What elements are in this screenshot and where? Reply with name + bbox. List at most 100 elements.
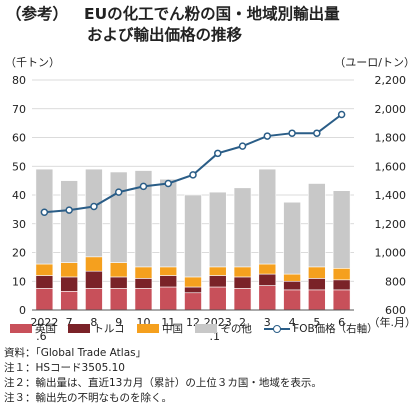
y-tick-left: 50 [12, 160, 26, 173]
bar-segment-1-6 [184, 286, 202, 294]
bar-segment-3-4 [134, 170, 153, 268]
bar-segment-3-1 [60, 180, 78, 263]
bar-segment-2-5 [159, 266, 178, 276]
fob-point-10 [288, 129, 296, 137]
fob-point-1 [65, 206, 73, 214]
legend-swatch-uk [10, 324, 32, 333]
x-tick-label: 4 [289, 316, 296, 329]
bar-segment-2-8 [233, 266, 252, 278]
note-3: 注３：輸出先の不明なものを除く。 [4, 392, 172, 404]
y-axis-right-unit: （ユーロ/トン） [334, 56, 415, 69]
bar-segment-3-7 [208, 191, 227, 268]
title-tag: （参考） [6, 5, 69, 23]
y-tick-left: 80 [12, 74, 26, 87]
x-tick-sublabel: .6 [36, 330, 47, 342]
chart-title: （参考） EUの化工でん粉の国・地域別輸出量 および輸出価格の推移 [6, 4, 416, 46]
bar-segment-1-10 [283, 280, 301, 291]
bar-segment-1-3 [109, 276, 128, 289]
bar-segment-3-10 [283, 201, 301, 275]
note-source: 資料：「Global Trade Atlas」 [4, 347, 147, 359]
title-line2: および輸出価格の推移 [87, 26, 243, 44]
bar-segment-2-9 [258, 263, 277, 275]
legend-label-china: 中国 [161, 323, 183, 335]
y-tick-left: 30 [12, 218, 26, 231]
legend-item-other: その他 [195, 321, 252, 336]
bar-segment-0-12 [332, 289, 351, 311]
bar-segment-1-5 [159, 275, 178, 288]
fob-point-6 [189, 171, 197, 179]
bar-segment-1-8 [233, 276, 252, 289]
bar-segment-0-1 [60, 291, 78, 311]
bar-segment-1-1 [60, 276, 78, 292]
legend-item-uk: 英国 [10, 321, 56, 336]
fob-point-2 [90, 202, 98, 211]
x-tick-label: 9 [115, 316, 122, 329]
fob-point-4 [139, 182, 148, 191]
fob-point-8 [238, 142, 247, 150]
fob-point-3 [114, 188, 123, 196]
y-tick-right: 1,400 [375, 189, 407, 202]
bar-segment-0-2 [85, 288, 103, 311]
bar-segment-3-5 [159, 178, 178, 268]
y-tick-right: 1,800 [375, 132, 407, 145]
fob-point-12 [337, 110, 346, 119]
bar-segment-2-0 [35, 263, 54, 276]
bar-segment-0-3 [109, 288, 128, 311]
fob-point-7 [214, 149, 222, 158]
y-tick-right: 1,000 [375, 247, 407, 260]
legend-swatch-other [195, 324, 218, 333]
bar-segment-1-0 [35, 275, 54, 289]
bar-segment-3-2 [85, 168, 103, 258]
x-tick-label: 7 [66, 316, 73, 329]
bar-segment-3-11 [308, 183, 326, 268]
legend-label-other: その他 [220, 323, 252, 335]
bar-segment-0-5 [159, 286, 178, 311]
bar-segment-0-9 [258, 285, 277, 311]
legend-label-uk: 英国 [35, 323, 56, 335]
bar-segment-1-2 [85, 270, 103, 289]
legend-swatch-china [136, 324, 159, 333]
bar-segment-3-12 [332, 190, 351, 269]
bar-segment-1-9 [258, 273, 277, 286]
y-tick-right: 2,000 [375, 103, 407, 116]
note-1: 注１：HSコード3505.10 [4, 362, 125, 374]
bar-segment-2-4 [134, 266, 153, 279]
bar-segment-3-0 [35, 168, 54, 265]
bar-segment-2-7 [208, 266, 227, 276]
y-axis-left-unit: （千トン） [5, 56, 60, 69]
x-tick-label: 2022 [30, 316, 58, 329]
bar-segment-0-10 [283, 289, 301, 311]
bar-segment-0-6 [184, 292, 202, 311]
bar-segment-0-0 [35, 288, 54, 311]
notes: 資料：「Global Trade Atlas」 注１：HSコード3505.10 … [4, 346, 416, 406]
fob-point-5 [164, 179, 172, 188]
legend-item-turkey: トルコ [68, 321, 125, 336]
y-tick-left: 40 [12, 189, 26, 202]
x-tick-label: 2 [239, 316, 246, 329]
bar-segment-3-8 [233, 187, 252, 268]
x-tick-label: 6 [338, 316, 345, 329]
legend-item-fob: FOB価格（右軸） [264, 321, 378, 336]
y-tick-right: 600 [385, 304, 406, 317]
y-tick-right: 800 [385, 275, 406, 288]
fob-point-11 [313, 129, 321, 137]
bar-segment-2-12 [332, 268, 351, 281]
bar-segment-0-4 [134, 288, 153, 311]
x-tick-label: 5 [313, 316, 320, 329]
bar-segment-2-6 [184, 276, 202, 288]
y-tick-left: 0 [19, 304, 26, 317]
bar-segment-1-4 [134, 278, 153, 289]
bar-segment-1-7 [208, 275, 227, 288]
bar-segment-3-6 [184, 194, 202, 278]
fob-point-0 [40, 208, 49, 216]
bar-segment-2-1 [60, 262, 78, 278]
legend-label-turkey: トルコ [93, 323, 125, 335]
bar-segment-3-9 [258, 168, 277, 265]
bar-segment-0-8 [233, 288, 252, 311]
y-tick-left: 70 [12, 103, 26, 116]
y-tick-right: 2,200 [375, 74, 407, 87]
fob-point-9 [263, 132, 272, 140]
bar-segment-1-12 [332, 279, 351, 291]
legend-swatch-fob [264, 324, 291, 333]
legend-label-fob: FOB価格（右軸） [293, 323, 378, 335]
